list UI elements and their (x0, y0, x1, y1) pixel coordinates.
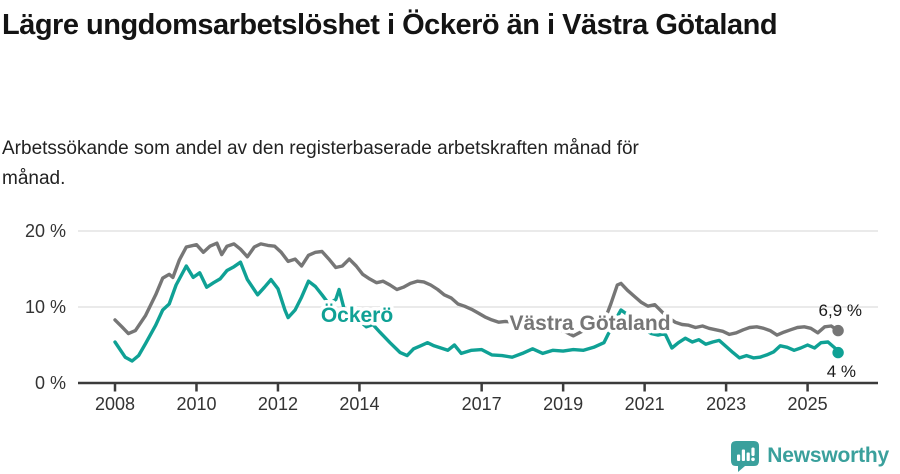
gridlines (78, 230, 878, 308)
x-tick-label: 2023 (706, 394, 746, 414)
brand-footer: Newsworthy (730, 440, 889, 472)
x-tick-label: 2017 (462, 394, 502, 414)
series-line (113, 241, 840, 338)
x-tick-label: 2014 (339, 394, 379, 414)
x-tick-label: 2019 (543, 394, 583, 414)
page-title: Lägre ungdomsarbetslöshet i Öckerö än i … (2, 9, 778, 41)
series-line (113, 260, 840, 363)
series-label-ockero: Öckerö (321, 304, 393, 327)
x-tick-label: 2021 (625, 394, 665, 414)
x-tick-label: 2008 (95, 394, 135, 414)
y-tick-label: 20 % (25, 221, 66, 241)
page-subtitle: Arbetssökande som andel av den registerb… (2, 138, 639, 189)
end-dots (832, 324, 844, 359)
x-tick-label: 2010 (176, 394, 216, 414)
y-tick-label: 0 % (35, 373, 66, 393)
brand-wordmark: Newsworthy (767, 444, 889, 467)
end-value-ockero: 4 % (827, 362, 856, 381)
x-tick-label: 2025 (788, 394, 828, 414)
x-tick-label: 2012 (258, 394, 298, 414)
end-dot (832, 324, 844, 337)
series-lines (113, 241, 840, 363)
newsworthy-logo-icon (731, 441, 760, 472)
end-dot (832, 346, 844, 359)
y-tick-label: 10 % (25, 297, 66, 317)
axes-and-ticks: 0 % 10 % 20 % 2008 2010 2012 2014 2017 2019 2021 2… (25, 221, 878, 414)
end-value-vastra-gotaland: 6,9 % (819, 301, 862, 320)
series-label-vastra-gotaland: Västra Götaland (509, 312, 670, 335)
